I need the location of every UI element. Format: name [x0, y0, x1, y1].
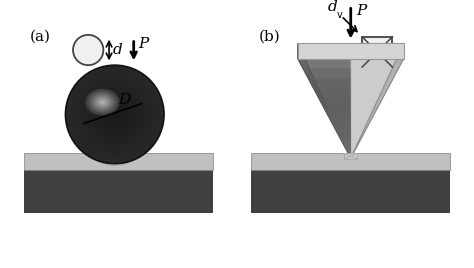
Ellipse shape [83, 83, 146, 146]
Ellipse shape [100, 154, 129, 166]
Ellipse shape [90, 92, 115, 112]
Polygon shape [308, 79, 351, 157]
Polygon shape [346, 148, 351, 158]
Ellipse shape [98, 99, 107, 106]
Ellipse shape [85, 89, 119, 116]
Ellipse shape [105, 105, 125, 124]
Ellipse shape [103, 103, 126, 126]
Ellipse shape [96, 97, 109, 107]
Ellipse shape [91, 94, 113, 111]
Ellipse shape [70, 70, 159, 159]
Polygon shape [24, 153, 213, 170]
Ellipse shape [107, 106, 123, 123]
Text: v: v [337, 10, 342, 20]
Polygon shape [251, 153, 450, 170]
Polygon shape [344, 153, 357, 159]
Polygon shape [362, 37, 392, 67]
Bar [251, 170, 450, 213]
Ellipse shape [67, 67, 163, 162]
Ellipse shape [77, 77, 153, 152]
Ellipse shape [111, 111, 118, 118]
Ellipse shape [79, 78, 151, 151]
Text: (b): (b) [259, 29, 281, 43]
Polygon shape [329, 118, 351, 158]
Bar [24, 170, 213, 213]
Ellipse shape [89, 88, 141, 141]
Ellipse shape [73, 35, 103, 65]
Ellipse shape [92, 91, 138, 137]
Polygon shape [303, 69, 351, 157]
Text: d: d [113, 43, 123, 57]
Ellipse shape [87, 87, 143, 142]
Polygon shape [351, 58, 404, 158]
Ellipse shape [97, 96, 133, 133]
Ellipse shape [72, 72, 157, 157]
Ellipse shape [93, 93, 136, 136]
Ellipse shape [65, 65, 164, 164]
Polygon shape [314, 88, 351, 157]
Ellipse shape [100, 100, 105, 104]
Ellipse shape [94, 95, 111, 109]
Ellipse shape [113, 113, 117, 116]
Ellipse shape [104, 156, 125, 164]
Ellipse shape [98, 98, 131, 131]
Text: (a): (a) [29, 29, 50, 43]
Ellipse shape [75, 75, 154, 154]
Ellipse shape [80, 80, 149, 149]
Text: D: D [118, 93, 131, 107]
Polygon shape [351, 43, 404, 158]
Polygon shape [335, 128, 351, 158]
Polygon shape [319, 98, 351, 158]
Polygon shape [298, 43, 351, 158]
Ellipse shape [110, 110, 119, 119]
Text: P: P [138, 37, 149, 51]
Ellipse shape [87, 90, 118, 114]
Text: d: d [328, 0, 338, 14]
Polygon shape [298, 43, 404, 58]
Polygon shape [324, 108, 351, 158]
Ellipse shape [82, 82, 147, 147]
Ellipse shape [100, 100, 129, 129]
Ellipse shape [90, 90, 139, 139]
Ellipse shape [69, 68, 161, 161]
Polygon shape [298, 58, 351, 157]
Polygon shape [298, 58, 351, 158]
Text: P: P [356, 3, 367, 18]
Ellipse shape [73, 73, 156, 155]
Polygon shape [340, 138, 351, 158]
Ellipse shape [101, 101, 128, 128]
Ellipse shape [85, 85, 144, 144]
Ellipse shape [95, 95, 135, 134]
Ellipse shape [108, 108, 121, 121]
